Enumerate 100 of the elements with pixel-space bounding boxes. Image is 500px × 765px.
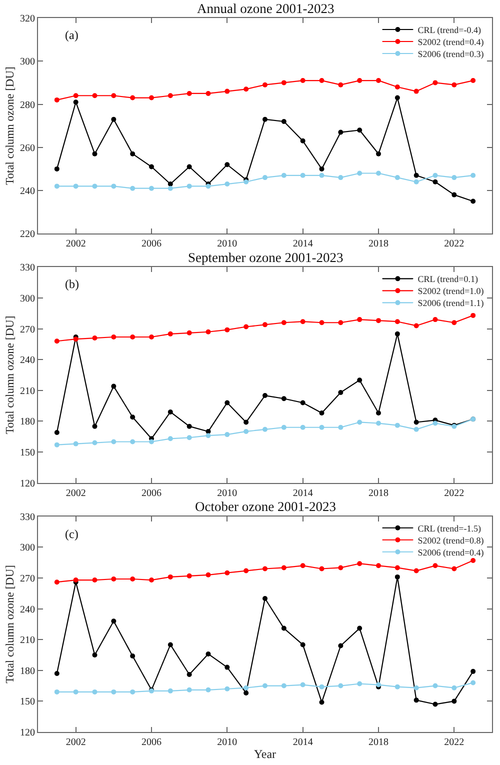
x-tick-label: 2022	[444, 238, 464, 250]
point	[376, 410, 381, 416]
y-axis-title: Total column ozone [DU]	[4, 316, 16, 434]
point	[92, 336, 98, 341]
point	[376, 151, 381, 156]
point	[432, 317, 438, 322]
point	[414, 172, 419, 178]
x-tick-label: 2002	[66, 238, 86, 250]
legend-label: S2002 (trend=1.0)	[418, 286, 484, 296]
point	[338, 320, 344, 326]
point	[111, 618, 116, 624]
point	[394, 565, 400, 570]
x-tick-label: 2022	[444, 488, 464, 499]
point	[470, 558, 476, 564]
point	[357, 317, 362, 322]
point	[54, 97, 60, 102]
point	[319, 172, 324, 178]
x-tick-label: 2002	[66, 737, 86, 748]
y-tick-label: 120	[20, 478, 35, 490]
legend-label: S2006 (trend=0.4)	[418, 547, 484, 558]
point	[432, 179, 438, 184]
point	[244, 685, 249, 690]
y-tick-label: 240	[20, 355, 35, 366]
point	[394, 319, 400, 324]
point	[92, 578, 98, 583]
point	[149, 186, 154, 191]
point	[224, 182, 230, 187]
x-tick-label: 2006	[142, 238, 162, 250]
point	[338, 82, 344, 88]
point	[376, 170, 381, 176]
x-tick-label: 2018	[368, 737, 388, 748]
point	[452, 685, 457, 690]
point	[206, 433, 211, 438]
point	[357, 561, 362, 566]
point	[376, 78, 381, 84]
point	[206, 572, 211, 578]
point	[338, 390, 344, 395]
point	[300, 78, 306, 84]
point	[452, 320, 457, 326]
point	[357, 128, 362, 133]
point	[281, 320, 286, 326]
annotation: (c)	[65, 527, 78, 541]
point	[394, 574, 400, 580]
point	[394, 95, 400, 100]
y-tick-label: 180	[20, 416, 35, 428]
point	[300, 563, 306, 568]
point	[414, 323, 419, 328]
point	[244, 324, 249, 330]
point	[281, 565, 286, 570]
point	[394, 175, 400, 180]
x-tick-label: 2010	[217, 737, 238, 748]
legend-label: S2002 (trend=0.4)	[418, 37, 484, 48]
point	[262, 393, 268, 398]
point	[92, 93, 98, 98]
point	[300, 319, 306, 324]
point	[414, 420, 419, 425]
point	[281, 80, 286, 86]
point	[186, 184, 192, 189]
x-tick-label: 2014	[292, 737, 313, 748]
point	[281, 119, 286, 124]
point	[111, 689, 116, 694]
point	[319, 424, 324, 430]
y-tick-label: 300	[20, 542, 35, 554]
point	[432, 683, 438, 688]
y-tick-label: 280	[20, 100, 35, 111]
point	[168, 331, 173, 336]
point	[186, 164, 192, 170]
x-tick-label: 2006	[142, 737, 162, 748]
chart-title: October ozone 2001-2023	[195, 499, 336, 514]
point	[130, 414, 136, 420]
point	[414, 179, 419, 184]
point	[168, 574, 173, 580]
y-tick-label: 260	[20, 142, 35, 154]
x-tick-label: 2014	[292, 488, 313, 499]
point	[149, 578, 154, 583]
point	[244, 86, 249, 92]
point	[92, 440, 98, 446]
legend-label: CRL (trend=0.1)	[418, 274, 478, 284]
point	[149, 439, 154, 444]
point	[414, 685, 419, 690]
point	[186, 573, 192, 578]
annotation: (b)	[65, 277, 79, 291]
point	[224, 664, 230, 670]
point	[414, 698, 419, 703]
point	[92, 652, 98, 658]
x-tick-label: 2010	[217, 238, 238, 250]
point	[54, 689, 60, 694]
point	[206, 329, 211, 334]
point	[300, 172, 306, 178]
point	[168, 688, 173, 694]
point	[300, 682, 306, 688]
point	[262, 322, 268, 328]
point	[73, 184, 78, 189]
point	[281, 396, 286, 402]
legend-label: S2006 (trend=1.1)	[418, 298, 484, 308]
point	[281, 683, 286, 688]
point	[376, 563, 381, 568]
point	[262, 116, 268, 122]
point	[357, 170, 362, 176]
point	[73, 336, 78, 342]
